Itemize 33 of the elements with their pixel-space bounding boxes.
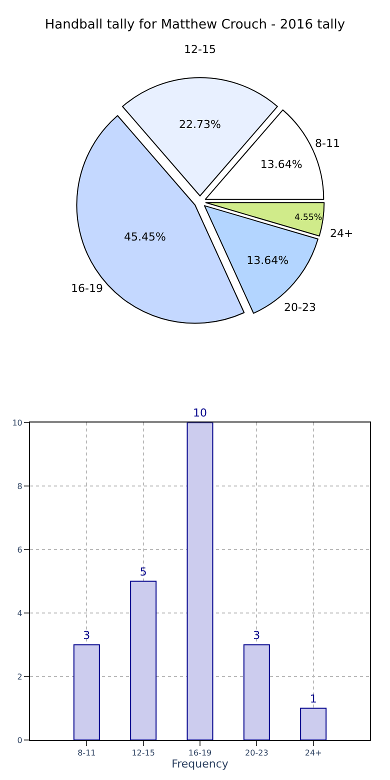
y-tick-label: 8 [17,482,22,491]
data-label: 45.45% [124,230,166,244]
data-label: 3 [253,628,260,642]
data-label: 5 [140,565,147,578]
y-tick-label: 10 [12,418,22,428]
slice-label: 20-23 [284,301,316,314]
data-label: 13.64% [260,158,302,172]
bar [300,708,327,740]
x-tick-label: 16-19 [188,748,212,758]
x-tick-label: 8-11 [78,748,96,758]
slice-label: 12-15 [184,43,216,56]
data-label: 13.64% [246,254,289,267]
bar [186,422,214,740]
x-tick-label: 24+ [304,748,322,758]
bar [243,644,270,740]
data-label: 1 [310,692,317,706]
x-axis-title: Frequency [172,758,229,771]
bar [130,580,157,740]
y-tick-label: 0 [17,736,22,745]
y-tick-label: 2 [17,672,22,682]
data-label: 10 [193,406,207,420]
x-tick-label: 20-23 [245,748,268,758]
slice-label: 16-19 [71,282,103,295]
chart-title: Handball tally for Matthew Crouch - 2016 tally [44,18,346,33]
data-label: 4.55% [294,213,322,224]
y-tick-label: 6 [17,545,22,554]
y-tick-label: 4 [17,608,22,618]
data-label: 3 [83,628,90,642]
x-tick-label: 12-15 [132,748,155,758]
slice-label: 8-11 [315,137,340,150]
slice-label: 24+ [330,227,354,240]
data-label: 22.73% [179,118,221,131]
bar [73,644,100,740]
